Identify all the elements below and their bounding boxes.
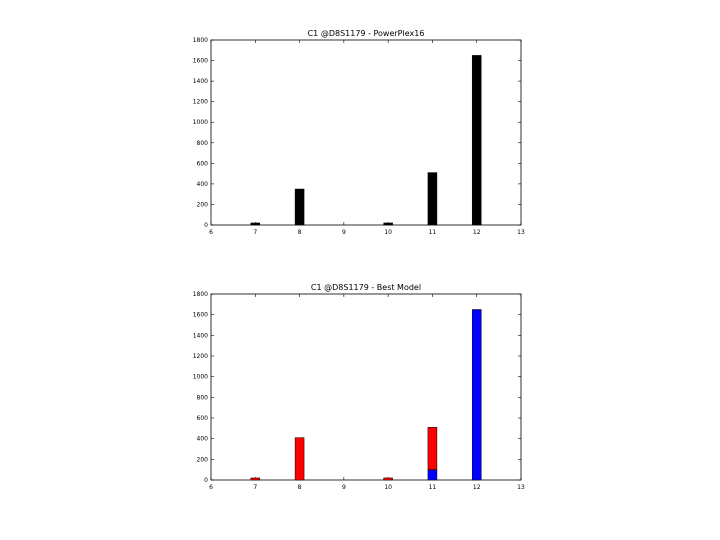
y-tick-label: 1400 <box>193 332 208 339</box>
plot-frame <box>210 39 522 226</box>
y-tick-label: 200 <box>197 456 209 463</box>
y-tick-label: 1200 <box>193 99 208 106</box>
bar-8-series-1 <box>294 437 305 481</box>
y-tick-label: 1000 <box>193 119 208 126</box>
plot-frame <box>210 293 522 481</box>
y-tick-label: 1200 <box>193 353 208 360</box>
y-tick-label: 200 <box>197 201 209 208</box>
y-tick-label: 400 <box>197 181 209 188</box>
y-tick-label: 0 <box>204 222 208 229</box>
x-tick-label: 12 <box>473 484 481 491</box>
y-tick-label: 600 <box>197 160 209 167</box>
bar-12-series-0 <box>471 55 482 226</box>
x-tick-label: 13 <box>517 229 525 236</box>
bar-11-series-0 <box>427 469 438 481</box>
y-tick-label: 600 <box>197 415 209 422</box>
bar-11-series-1 <box>427 427 438 470</box>
x-tick-label: 10 <box>384 229 392 236</box>
bar-10-series-0 <box>383 222 393 226</box>
y-tick-label: 1800 <box>193 37 208 44</box>
bar-8-series-0 <box>294 188 305 226</box>
y-tick-label: 1800 <box>193 291 208 298</box>
x-tick-label: 7 <box>253 484 257 491</box>
bar-12-series-0 <box>471 309 482 481</box>
x-tick-label: 9 <box>342 229 346 236</box>
x-tick-label: 6 <box>209 484 213 491</box>
chart-title: C1 @D8S1179 - PowerPlex16 <box>308 29 425 38</box>
top-chart-panel: C1 @D8S1179 - PowerPlex16 6 7 8 9 10 11 12 13 0 20… <box>193 29 525 236</box>
y-tick-label: 800 <box>197 140 209 147</box>
bar-7-series-1 <box>250 477 261 481</box>
x-tick-label: 12 <box>473 229 481 236</box>
x-tick-label: 8 <box>298 484 302 491</box>
bar-10-series-1 <box>383 477 393 481</box>
x-tick-label: 6 <box>209 229 213 236</box>
y-tick-label: 1400 <box>193 78 208 85</box>
bottom-chart-panel: C1 @D8S1179 - Best Model 6 7 8 9 10 11 12 13 0 200… <box>193 283 525 491</box>
chart-title: C1 @D8S1179 - Best Model <box>311 283 421 292</box>
x-tick-label: 8 <box>298 229 302 236</box>
x-tick-label: 11 <box>429 229 437 236</box>
y-tick-label: 1600 <box>193 312 208 319</box>
x-tick-label: 10 <box>384 484 392 491</box>
x-tick-label: 13 <box>517 484 525 491</box>
x-tick-label: 9 <box>342 484 346 491</box>
y-tick-label: 800 <box>197 394 209 401</box>
y-tick-label: 400 <box>197 436 209 443</box>
bar-11-series-0 <box>427 172 438 226</box>
y-tick-label: 1600 <box>193 58 208 65</box>
y-tick-label: 0 <box>204 477 208 484</box>
bar-7-series-0 <box>250 222 261 226</box>
y-tick-label: 1000 <box>193 374 208 381</box>
x-tick-label: 7 <box>253 229 257 236</box>
x-tick-label: 11 <box>429 484 437 491</box>
